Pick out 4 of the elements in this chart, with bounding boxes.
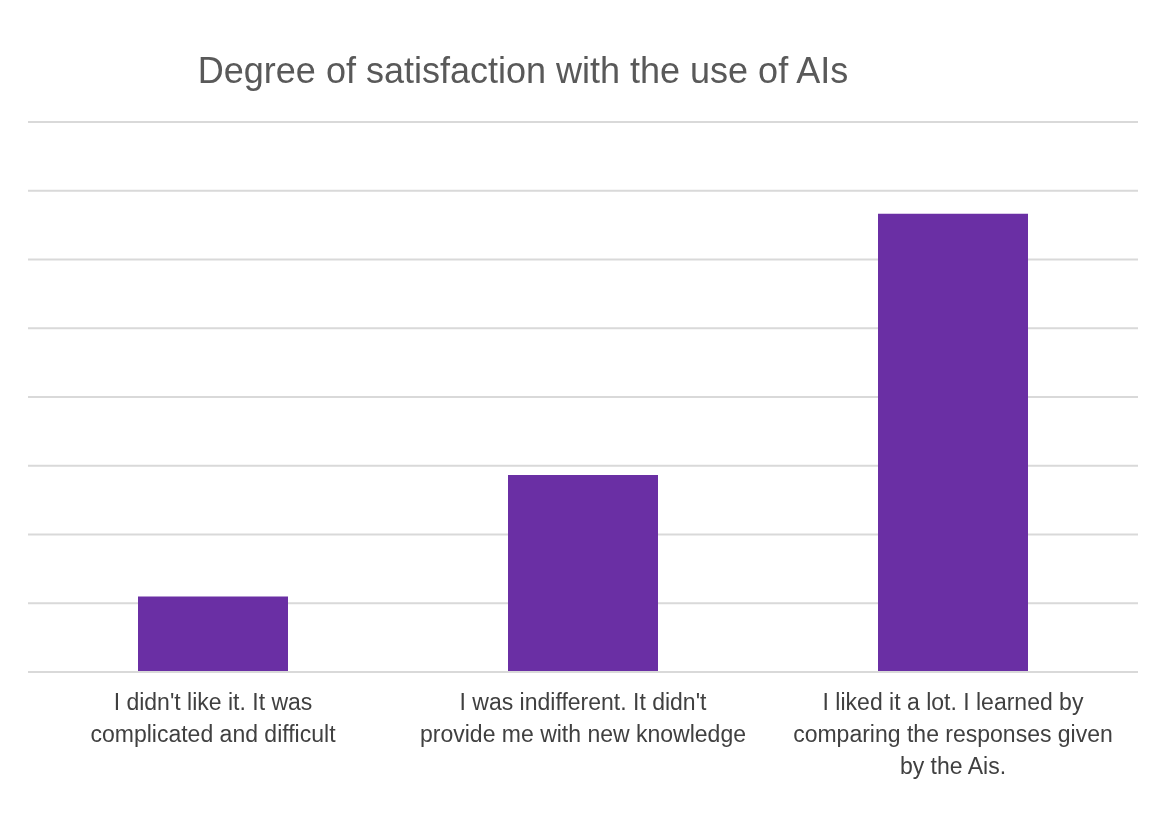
x-tick-label: I liked it a lot. I learned by comparing the responses given by the Ais. — [793, 689, 1113, 779]
chart-title: Degree of satisfaction with the use of AIs — [196, 50, 850, 92]
x-tick-label: I was indifferent. It didn't provide me with new knowledge — [419, 689, 747, 747]
x-tick-label: I didn't like it. It was complicated and difficult — [90, 689, 337, 747]
